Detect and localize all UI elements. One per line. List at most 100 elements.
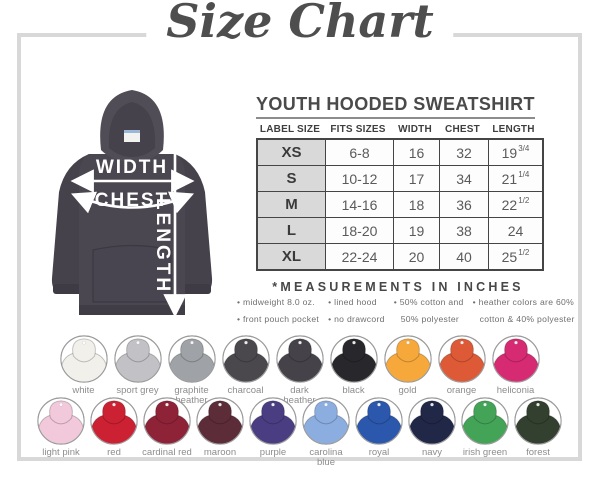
feature-column: • 50% cotton and 50% polyester [394,297,464,331]
color-swatch-heliconia: heliconia [489,334,543,405]
hoodie-swatch-icon [143,397,191,445]
hoodie-swatch-icon [383,335,432,383]
hoodie-hem [79,305,185,315]
length-fraction: 3/4 [518,144,530,153]
hoodie-swatch-icon [491,335,540,383]
hoodie-swatch-icon [275,335,324,383]
length-label: LENGTH [152,198,173,294]
color-swatch-label: sport grey [116,385,159,396]
label-size-cell: XS [258,140,326,166]
size-panel: YOUTH HOODED SWEATSHIRT LABEL SIZE FITS S… [256,94,556,294]
color-swatch-label: maroon [203,447,237,458]
hoodie-swatch-icon [355,397,403,445]
color-swatch-light-pink: light pink [35,396,88,467]
color-swatch-carolina-blue: carolina blue [300,396,353,467]
color-swatch-label: heliconia [496,385,535,396]
hoodie-diagram: WIDTH CHEST LENGTH [51,90,213,318]
hoodie-swatch-icon [408,397,456,445]
color-swatch-maroon: maroon [194,396,247,467]
color-swatch-orange: orange [435,334,489,405]
feature-column: • heather colors are 60% cotton & 40% pol… [473,297,575,331]
chest-cell: 34 [440,166,489,192]
product-heading: YOUTH HOODED SWEATSHIRT [256,94,535,119]
color-swatch-label: royal [368,447,390,458]
feature-item: 50% polyester [400,314,460,324]
chest-cell: 36 [440,192,489,218]
width-cell: 19 [394,218,440,244]
color-swatch-gold: gold [381,334,435,405]
length-fraction: 1/2 [518,196,530,205]
label-size-cell: S [258,166,326,192]
feature-item: • heather colors are 60% [472,297,575,307]
color-swatch-label: orange [446,385,477,396]
hoodie-swatch-icon [302,397,350,445]
feature-column: • lined hood • no drawcord [328,297,385,331]
color-swatch-row-1: white sport grey graphite heather [21,334,578,405]
label-size-cell: M [258,192,326,218]
color-swatch-label: cardinal red [142,447,192,458]
width-cell: 16 [394,140,440,166]
fits-sizes-cell: 22-24 [326,244,394,269]
hoodie-swatch-icon [514,397,562,445]
length-cell: 21 1/4 [489,166,542,192]
feature-item: • midweight 8.0 oz. [237,297,315,307]
color-swatch-label: charcoal [227,385,264,396]
color-swatch-label: graphite heather [174,385,209,406]
fits-sizes-cell: 10-12 [326,166,394,192]
length-cell: 19 3/4 [489,140,542,166]
length-fraction: 1/2 [518,248,530,257]
length-cell: 22 1/2 [489,192,542,218]
feature-column: • midweight 8.0 oz. • front pouch pocket [237,297,319,331]
hoodie-swatch-icon [221,335,270,383]
width-label: WIDTH [96,157,168,178]
color-swatch-graphite-heather: graphite heather [165,334,219,405]
table-column-headers: LABEL SIZE FITS SIZES WIDTH CHEST LENGTH [256,124,556,135]
color-swatch-label: navy [421,447,443,458]
hoodie-swatch-icon [90,397,138,445]
label-size-cell: XL [258,244,326,269]
size-table: XS 6-8 16 32 19 3/4 S 10-12 17 34 21 1/4 M 14-16 18 36 2… [256,138,544,271]
color-swatch-label: gold [398,385,417,396]
color-swatch-dark-heather: dark heather [273,334,327,405]
color-swatch-navy: navy [406,396,459,467]
column-header: LABEL SIZE [259,124,321,135]
measurements-note: *MEASUREMENTS IN INCHES [272,280,524,294]
color-swatch-label: irish green [462,447,508,458]
width-cell: 20 [394,244,440,269]
fits-sizes-cell: 14-16 [326,192,394,218]
color-swatch-label: carolina blue [309,447,343,468]
color-swatch-cardinal-red: cardinal red [141,396,194,467]
chest-cell: 40 [440,244,489,269]
color-swatch-royal: royal [353,396,406,467]
hoodie-swatch-icon [59,335,108,383]
color-swatch-purple: purple [247,396,300,467]
column-header: FITS SIZES [330,124,386,135]
color-swatch-forest: forest [512,396,565,467]
width-cell: 18 [394,192,440,218]
length-cell: 24 [489,218,542,244]
hoodie-swatch-icon [113,335,162,383]
feature-item: • front pouch pocket [237,314,320,324]
color-swatch-label: red [107,447,121,458]
color-swatch-red: red [88,396,141,467]
length-cell: 25 1/2 [489,244,542,269]
color-swatch-sport-grey: sport grey [111,334,165,405]
feature-item: cotton & 40% polyester [479,314,575,324]
feature-item: • 50% cotton and [393,297,464,307]
chest-cell: 38 [440,218,489,244]
color-swatch-label: dark heather [283,385,316,406]
feature-item: • no drawcord [328,314,385,324]
column-header: WIDTH [398,124,432,135]
color-swatch-row-2: light pink red cardinal red [21,396,578,467]
hoodie-swatch-icon [329,335,378,383]
chest-label: CHEST [95,190,169,211]
hoodie-swatch-icon [167,335,216,383]
label-size-cell: L [258,218,326,244]
color-swatch-irish-green: irish green [459,396,512,467]
hoodie-swatch-icon [37,397,85,445]
fits-sizes-cell: 6-8 [326,140,394,166]
column-header: LENGTH [492,124,535,135]
color-swatch-label: forest [526,447,550,458]
chest-cell: 32 [440,140,489,166]
color-swatch-label: light pink [42,447,80,458]
